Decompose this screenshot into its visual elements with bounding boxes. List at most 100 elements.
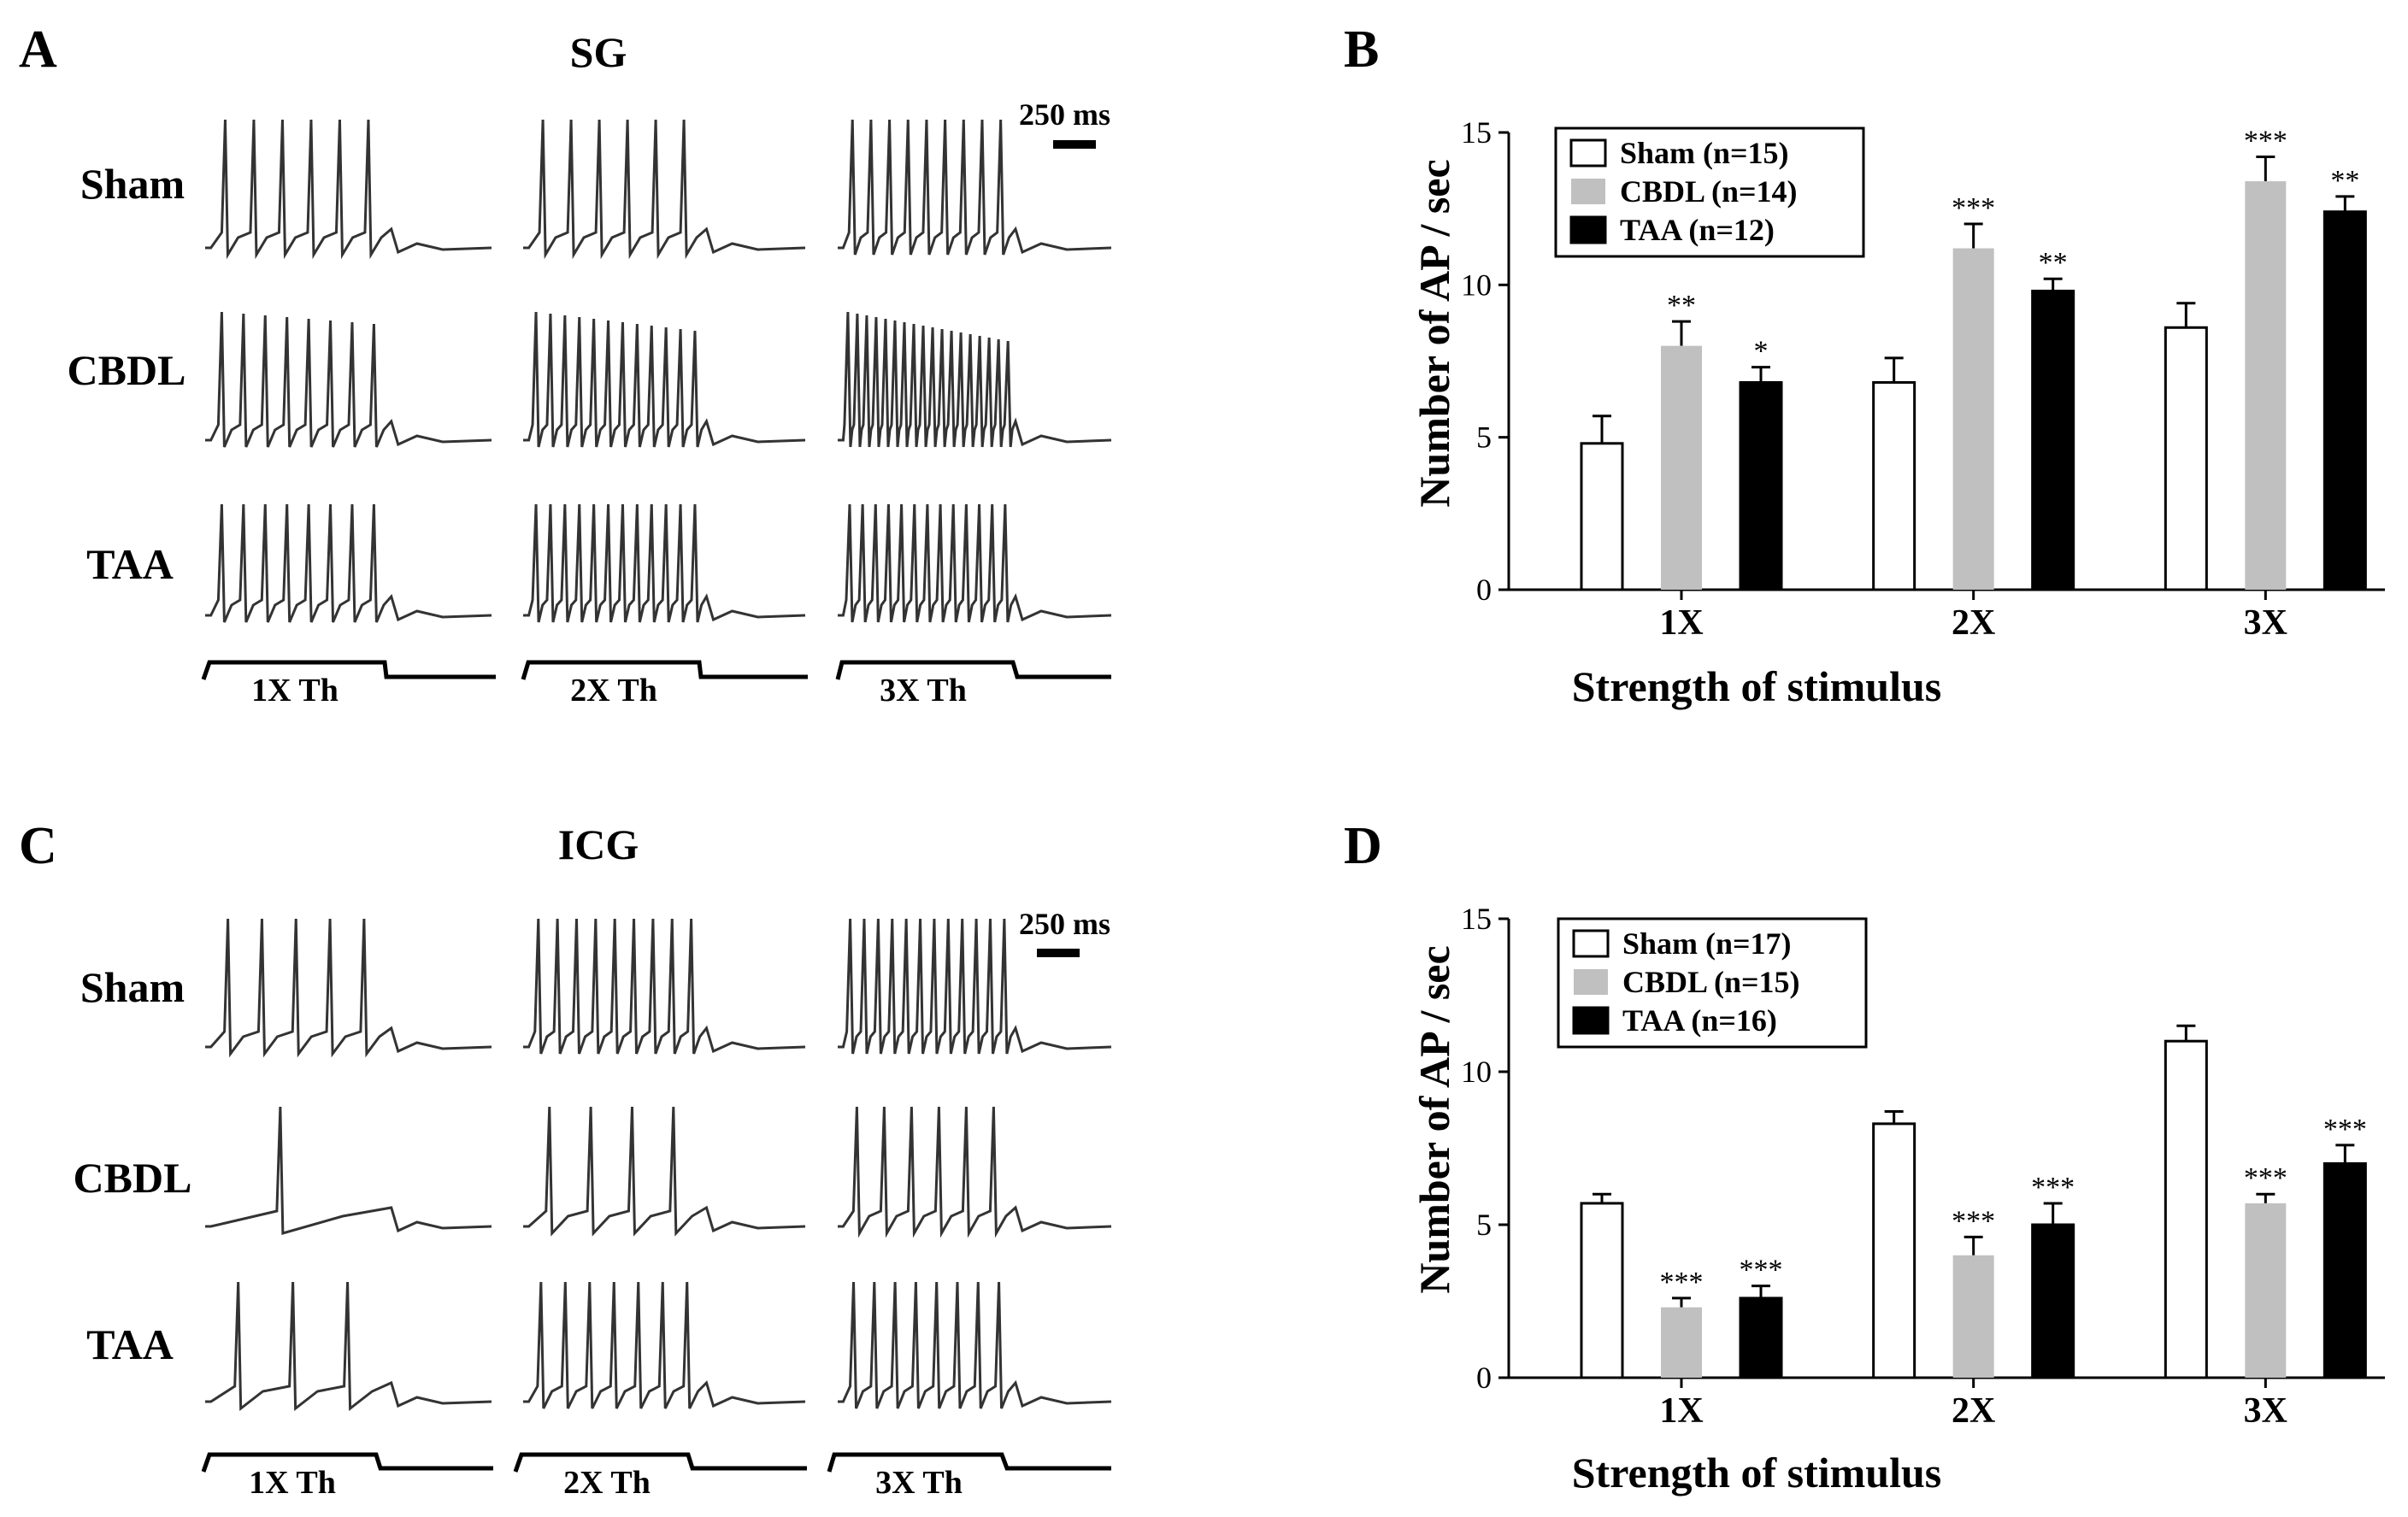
chart-b-ylabel: Number of AP / sec xyxy=(1410,159,1458,507)
row-label-taa-a: TAA xyxy=(86,540,174,588)
chart-b-legend-swatch-1 xyxy=(1571,179,1605,204)
chart-d-ytick-label: 5 xyxy=(1476,1208,1492,1242)
chart-d-bar-0-1 xyxy=(1872,1122,1916,1379)
trace-icg-sham-2x xyxy=(523,918,806,1055)
chart-d-legend-label-0: Sham (n=17) xyxy=(1622,926,1792,961)
chart-d-bar-0-2 xyxy=(2164,1039,2208,1379)
chart-b-sig-label: *** xyxy=(2244,126,2287,157)
row-label-cbdl-a: CBDL xyxy=(68,346,186,394)
chart-b-bar-2-0 xyxy=(1739,380,1783,591)
panel-label-c: C xyxy=(19,817,57,875)
chart-d-xlabel: Strength of stimulus xyxy=(1572,1449,1941,1496)
scalebar-c xyxy=(1037,949,1080,957)
chart-b-legend-swatch-0 xyxy=(1569,138,1607,168)
chart-d-ytick-label: 0 xyxy=(1476,1361,1492,1395)
chart-b-category-label: 2X xyxy=(1952,603,1995,643)
panel-label-b: B xyxy=(1344,21,1379,79)
chart-d-sig-label: *** xyxy=(1740,1255,1783,1286)
chart-b-category-label: 1X xyxy=(1659,603,1703,643)
chart-d-bar-2-0 xyxy=(1739,1297,1783,1379)
trace-sg-sham-2x xyxy=(523,119,806,260)
trace-icg-sham-1x xyxy=(205,918,492,1058)
chart-d-category-label: 3X xyxy=(2244,1391,2287,1431)
trace-icg-cbdl-3x xyxy=(838,1106,1112,1238)
chart-d-bar-1-0 xyxy=(1661,1307,1702,1378)
voltage-traces xyxy=(205,119,1112,1412)
row-label-cbdl-c: CBDL xyxy=(74,1154,192,1202)
chart-d-category-label: 1X xyxy=(1659,1391,1703,1431)
chart-b-category-label: 3X xyxy=(2244,603,2287,643)
chart-b-sig-label: *** xyxy=(1952,192,1995,224)
trace-sg-cbdl-2x xyxy=(523,311,806,448)
chart-d-bar-1-2 xyxy=(2245,1202,2287,1378)
chart-b-legend-box xyxy=(1554,126,1865,258)
chart-d-sig-label: *** xyxy=(1952,1205,1995,1237)
chart-d-category-label: 2X xyxy=(1952,1391,1995,1431)
chart-b-xlabel: Strength of stimulus xyxy=(1572,662,1941,710)
scalebar-label-c: 250 ms xyxy=(1019,907,1110,941)
chart-d-legend-swatch-2 xyxy=(1572,1006,1610,1035)
scalebar-label-a: 250 ms xyxy=(1019,97,1110,132)
chart-b-ytick-label: 5 xyxy=(1476,420,1492,455)
stim-step-a-3x xyxy=(835,660,1111,680)
chart-d-legend-box xyxy=(1557,917,1868,1049)
trace-sg-cbdl-3x xyxy=(838,311,1112,448)
chart-b-sig-label: ** xyxy=(2330,165,2359,197)
chart-b-bar-1-1 xyxy=(1952,248,1994,590)
stim-step-c-2x xyxy=(513,1452,807,1473)
trace-icg-taa-3x xyxy=(838,1281,1112,1409)
chart-b-bar-2-1 xyxy=(2031,289,2075,591)
chart-d-legend-swatch-0 xyxy=(1572,929,1610,958)
chart-b-legend-label-2: TAA (n=12) xyxy=(1620,213,1775,247)
chart-b-bar-1-2 xyxy=(2245,181,2287,591)
chart-b-legend-label-0: Sham (n=15) xyxy=(1620,136,1789,170)
trace-sg-taa-3x xyxy=(838,503,1112,623)
chart-d: 0 5 10 15 1X 2X 3X *** *** *** *** *** *** Sham (n=… xyxy=(1410,902,2385,1496)
chart-d-ytick-label: 10 xyxy=(1461,1055,1492,1089)
chart-d-bar-1-1 xyxy=(1952,1255,1994,1378)
trace-icg-taa-1x xyxy=(205,1281,492,1412)
trace-sg-sham-1x xyxy=(205,119,492,260)
panel-c-title: ICG xyxy=(558,820,639,868)
chart-b-ytick-label: 15 xyxy=(1461,115,1492,150)
chart-d-bar-0-0 xyxy=(1580,1202,1624,1379)
stim-step-a-1x xyxy=(201,660,496,680)
trace-sg-taa-2x xyxy=(523,503,806,623)
row-label-sham-a: Sham xyxy=(80,160,185,208)
chart-d-sig-label: *** xyxy=(2031,1172,2075,1203)
stim-label-c-2x: 2X Th xyxy=(563,1465,651,1501)
chart-b-ytick-label: 0 xyxy=(1476,573,1492,607)
chart-b-sig-label: ** xyxy=(1667,290,1696,321)
stim-label-c-3x: 3X Th xyxy=(875,1465,963,1501)
trace-icg-taa-2x xyxy=(523,1281,806,1409)
panel-label-a: A xyxy=(19,21,57,79)
panel-a-title: SG xyxy=(570,28,627,76)
trace-sg-sham-3x xyxy=(838,119,1112,256)
panel-label-d: D xyxy=(1344,817,1382,875)
chart-b-sig-label: ** xyxy=(2039,247,2068,279)
stim-step-c-1x xyxy=(201,1452,493,1473)
stim-label-a-3x: 3X Th xyxy=(880,673,967,709)
chart-b-bar-0-1 xyxy=(1872,380,1916,591)
trace-icg-cbdl-2x xyxy=(523,1106,806,1237)
trace-icg-sham-3x xyxy=(838,918,1112,1055)
chart-b-bar-2-2 xyxy=(2323,210,2367,591)
chart-d-legend-label-2: TAA (n=16) xyxy=(1622,1003,1777,1038)
row-label-sham-c: Sham xyxy=(80,963,185,1011)
chart-b-ytick-label: 10 xyxy=(1461,268,1492,302)
stim-label-a-1x: 1X Th xyxy=(251,673,339,709)
trace-sg-cbdl-1x xyxy=(205,311,492,448)
stim-step-c-3x xyxy=(827,1452,1111,1473)
chart-d-sig-label: *** xyxy=(2244,1162,2287,1194)
chart-b-bar-0-0 xyxy=(1580,442,1624,591)
chart-d-ylabel: Number of AP / sec xyxy=(1410,945,1458,1293)
chart-d-legend-swatch-1 xyxy=(1574,969,1608,995)
stim-label-a-2x: 2X Th xyxy=(570,673,657,709)
chart-b-bar-0-2 xyxy=(2164,326,2208,591)
chart-b-legend-swatch-2 xyxy=(1569,215,1607,244)
chart-d-ytick-label: 15 xyxy=(1461,902,1492,936)
chart-d-bar-2-2 xyxy=(2323,1161,2367,1379)
row-label-taa-c: TAA xyxy=(86,1320,174,1368)
